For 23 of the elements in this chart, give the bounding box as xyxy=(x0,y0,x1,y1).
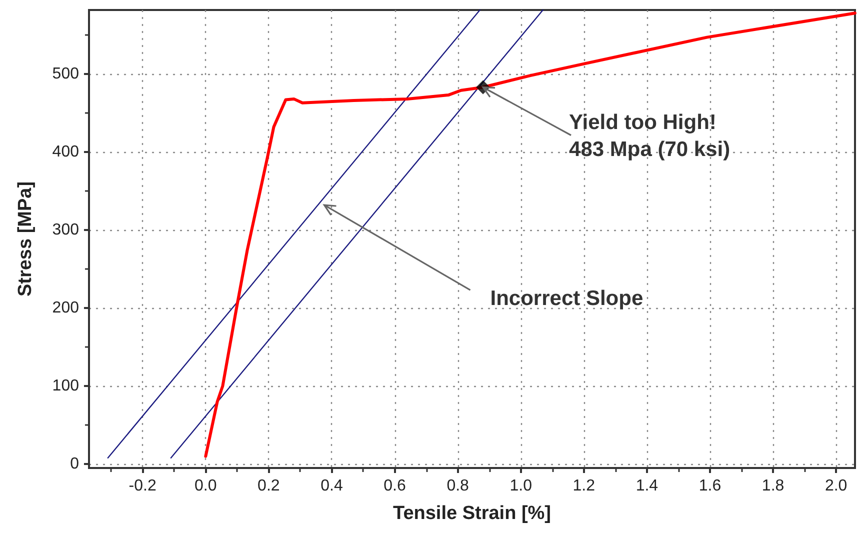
x-tick-label: 2.0 xyxy=(824,478,848,494)
y-tick-label: 100 xyxy=(52,378,80,395)
y-tick-label: 300 xyxy=(52,222,80,239)
x-axis-title: Tensile Strain [%] xyxy=(392,503,552,524)
x-tick-label: -0.2 xyxy=(128,478,156,494)
annotation: Incorrect Slope xyxy=(490,287,644,310)
x-tick-label: 1.2 xyxy=(572,478,596,494)
x-tick-label: 1.8 xyxy=(762,478,784,494)
y-tick-label: 500 xyxy=(52,65,80,82)
x-tick-label: 0.0 xyxy=(194,478,217,494)
x-tick-label: 0.4 xyxy=(320,478,343,494)
x-tick-label: 1.6 xyxy=(698,478,722,494)
x-tick-label: 0.2 xyxy=(258,478,280,494)
x-tick-label: 1.0 xyxy=(510,478,532,494)
y-tick-label: 0 xyxy=(70,456,80,473)
x-tick-label: 1.4 xyxy=(636,478,658,494)
line-series xyxy=(204,12,856,458)
y-tick-label: 400 xyxy=(52,144,80,161)
y-axis-title: Stress [MPa] xyxy=(15,181,36,297)
x-tick-label: 0.6 xyxy=(384,478,406,494)
x-tick-label: 0.8 xyxy=(446,478,470,494)
y-tick-label: 200 xyxy=(52,300,80,317)
annotation: Yield too High! 483 Mpa (70 ksi) xyxy=(569,111,730,162)
